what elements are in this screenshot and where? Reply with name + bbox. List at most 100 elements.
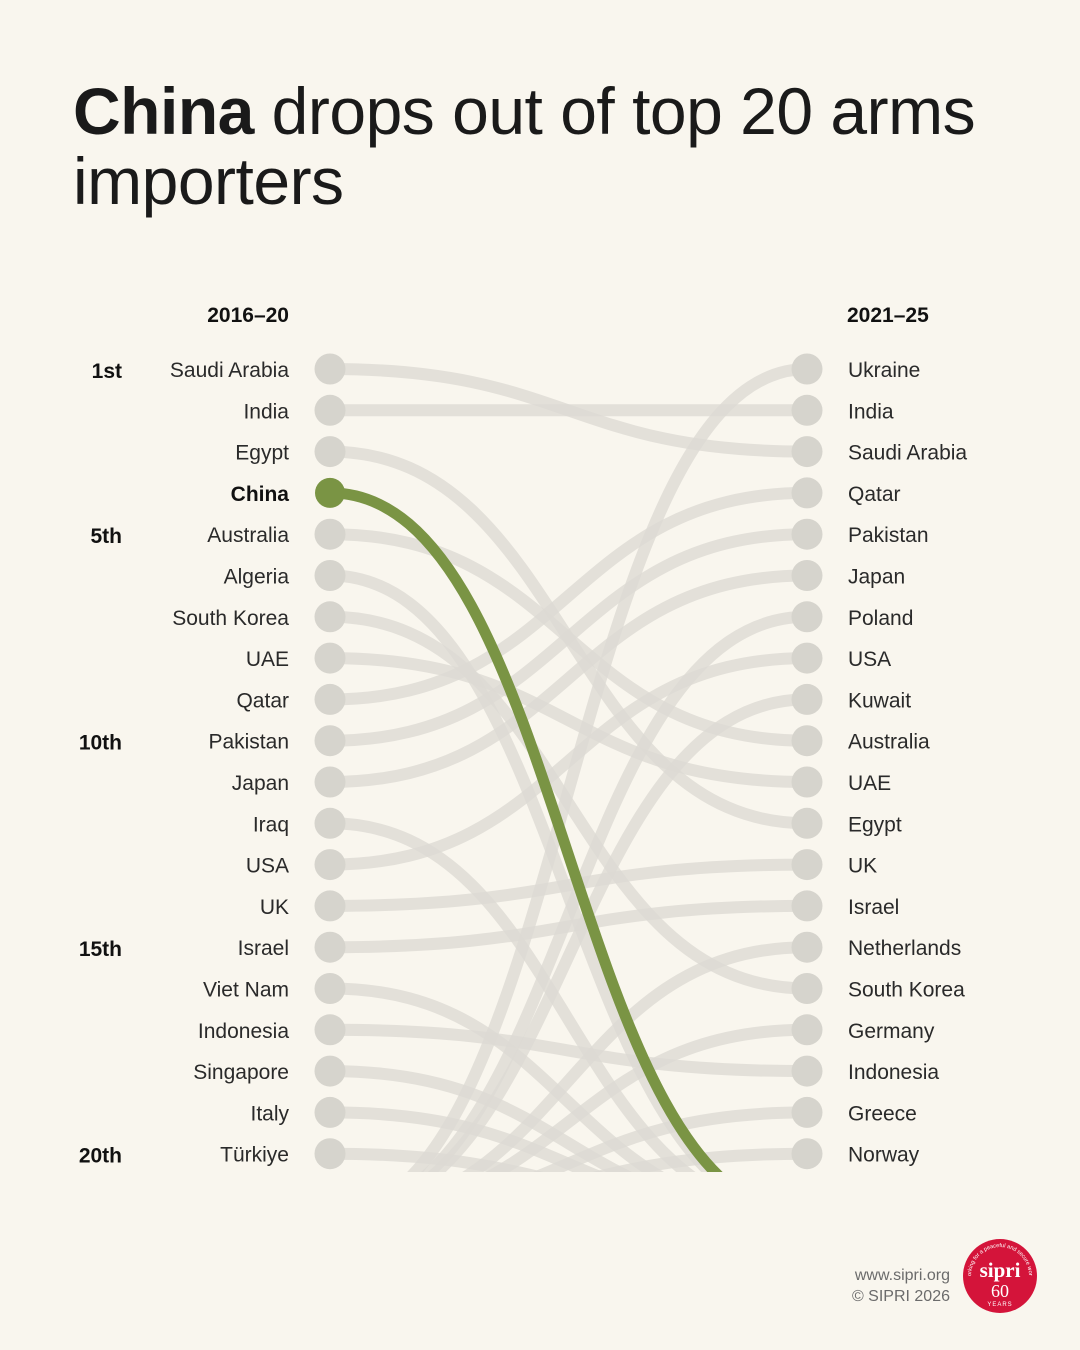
- dot-right-australia: [791, 725, 823, 757]
- right-label-egypt: Egypt: [848, 813, 902, 836]
- connector-line-uk: [329, 858, 808, 912]
- dot-right-ukraine: [791, 353, 823, 385]
- left-label-uk: UK: [260, 896, 289, 919]
- highlight-line-china: [329, 487, 723, 1172]
- connector-lines: [329, 363, 808, 1172]
- dot-left-japan: [314, 766, 346, 798]
- left-label-qatar: Qatar: [236, 689, 289, 712]
- connector-line-usa: [329, 652, 808, 871]
- right-label-south-korea: South Korea: [848, 979, 965, 1002]
- rank-marker-5: 5th: [91, 525, 123, 548]
- dot-left-uae: [314, 642, 346, 674]
- connector-line-poland: [420, 610, 808, 1172]
- footer-url[interactable]: www.sipri.org: [854, 1267, 950, 1284]
- logo-wordmark: sipri: [980, 1258, 1021, 1282]
- connector-line-viet-nam: [329, 982, 664, 1172]
- dot-right-greece: [791, 1096, 823, 1128]
- connector-line-qatar: [329, 486, 808, 706]
- highlight-line-group: [329, 487, 723, 1172]
- left-label-uae: UAE: [246, 648, 289, 671]
- right-label-israel: Israel: [848, 896, 899, 919]
- connector-line-tu-rkiye: [329, 1147, 544, 1172]
- dot-left-south-korea: [314, 601, 346, 633]
- dot-left-egypt: [314, 436, 346, 468]
- dot-left-viet-nam: [314, 973, 346, 1004]
- connector-line-pakistan: [329, 528, 808, 747]
- connector-line-norway: [592, 1147, 808, 1172]
- left-label-china: China: [231, 483, 290, 506]
- right-label-australia: Australia: [848, 731, 930, 754]
- dot-right-south-korea: [791, 973, 823, 1004]
- dot-left-australia: [314, 518, 346, 550]
- footer: www.sipri.org © SIPRI 2026: [800, 1265, 950, 1307]
- connector-line-indonesia: [329, 1023, 808, 1078]
- rank-marker-1: 1st: [92, 360, 122, 383]
- dot-right-japan: [791, 560, 823, 591]
- dot-left-qatar: [314, 683, 346, 715]
- connector-line-kuwait: [427, 693, 808, 1172]
- dot-right-israel: [791, 890, 823, 922]
- left-label-pakistan: Pakistan: [208, 731, 289, 754]
- dot-left-singapore: [314, 1055, 346, 1087]
- dot-right-uae: [791, 766, 823, 798]
- dot-right-kuwait: [791, 683, 823, 715]
- dot-left-israel: [314, 931, 346, 963]
- right-label-india: India: [848, 400, 894, 423]
- dot-left-iraq: [314, 807, 346, 839]
- dot-left-india: [314, 394, 346, 426]
- dot-left-algeria: [314, 560, 346, 591]
- connector-line-greece: [532, 1106, 808, 1172]
- dot-right-saudi-arabia: [791, 436, 823, 468]
- rank-dots: [314, 353, 823, 1170]
- dot-right-germany: [791, 1014, 823, 1046]
- rank-markers: 1st 5th 10th 15th 20th: [79, 360, 122, 1168]
- right-label-usa: USA: [848, 648, 891, 671]
- left-label-viet-nam: Viet Nam: [203, 979, 289, 1002]
- right-label-norway: Norway: [848, 1144, 920, 1167]
- left-label-indonesia: Indonesia: [198, 1020, 289, 1043]
- dot-left-indonesia: [314, 1014, 346, 1046]
- left-label-egypt: Egypt: [235, 442, 289, 465]
- dot-right-pakistan: [791, 518, 823, 550]
- left-label-japan: Japan: [232, 772, 289, 795]
- right-label-pakistan: Pakistan: [848, 524, 929, 547]
- sipri-60-logo: working for a peaceful and secure world …: [962, 1238, 1037, 1313]
- dot-left-uk: [314, 890, 346, 922]
- right-label-saudi-arabia: Saudi Arabia: [848, 442, 967, 465]
- connector-line-singapore: [329, 1065, 633, 1172]
- rank-marker-10: 10th: [79, 732, 122, 755]
- left-period-header: 2016–20: [207, 304, 289, 327]
- left-label-saudi-arabia: Saudi Arabia: [170, 359, 289, 382]
- logo-years-label: YEARS: [987, 1302, 1012, 1308]
- logo-years-number: 60: [991, 1281, 1009, 1301]
- rank-marker-15: 15th: [79, 938, 122, 961]
- connector-line-japan: [329, 569, 808, 788]
- left-label-algeria: Algeria: [224, 566, 290, 589]
- right-label-germany: Germany: [848, 1020, 935, 1043]
- left-label-singapore: Singapore: [193, 1061, 289, 1084]
- dot-right-poland: [791, 601, 823, 633]
- right-label-kuwait: Kuwait: [848, 689, 911, 712]
- dot-right-uk: [791, 849, 823, 881]
- left-label-south-korea: South Korea: [172, 607, 289, 630]
- connector-line-algeria: [329, 569, 719, 1172]
- right-label-uae: UAE: [848, 772, 891, 795]
- dot-left-pakistan: [314, 725, 346, 757]
- connector-line-uae: [329, 652, 808, 788]
- footer-copyright: © SIPRI 2026: [851, 1288, 950, 1305]
- left-label-iraq: Iraq: [253, 813, 289, 836]
- left-label-tu-rkiye: Türkiye: [220, 1144, 289, 1167]
- dot-right-usa: [791, 642, 823, 674]
- left-label-israel: Israel: [238, 937, 289, 960]
- right-label-greece: Greece: [848, 1102, 917, 1125]
- connector-line-ukraine: [406, 363, 808, 1172]
- logo-circle: [963, 1239, 1037, 1313]
- dot-right-egypt: [791, 807, 823, 839]
- dot-left-usa: [314, 849, 346, 881]
- left-label-india: India: [243, 400, 289, 423]
- left-label-australia: Australia: [207, 524, 289, 547]
- right-label-netherlands: Netherlands: [848, 937, 961, 960]
- dot-left-china: [315, 477, 345, 508]
- title-rest: drops out of top 20 arms importers: [73, 74, 976, 218]
